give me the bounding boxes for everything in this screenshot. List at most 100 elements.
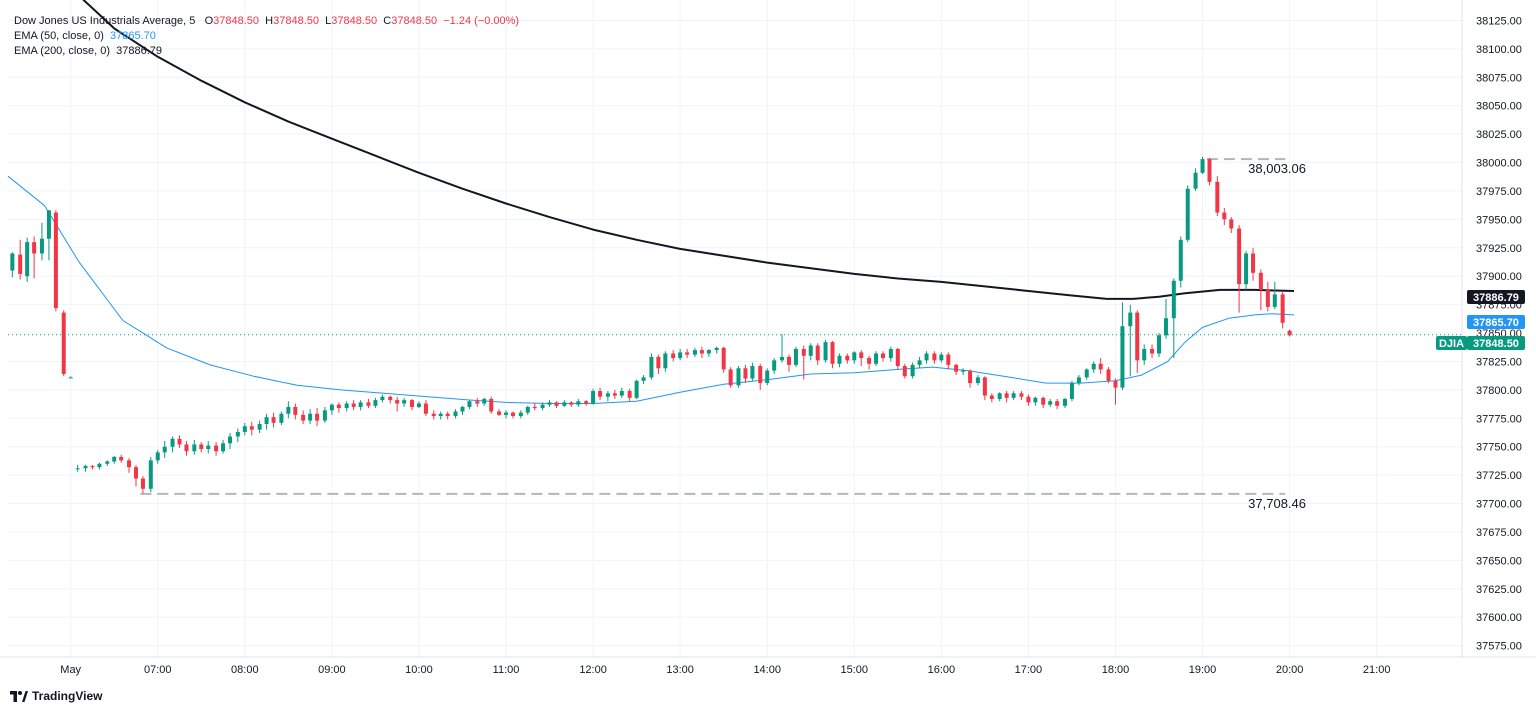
candle	[497, 409, 502, 417]
x-tick-label: 07:00	[144, 664, 172, 676]
candle	[692, 347, 697, 357]
candle	[1229, 217, 1234, 234]
candle-body	[1207, 159, 1212, 182]
candle	[395, 396, 400, 412]
candle	[242, 422, 247, 436]
candle-body	[460, 406, 465, 412]
y-tick-label: 37700.00	[1476, 499, 1522, 511]
candle	[482, 397, 487, 406]
candle-body	[997, 393, 1002, 399]
price-tag-bg	[1467, 290, 1525, 304]
candle	[1287, 329, 1292, 337]
candle	[221, 439, 226, 454]
candle	[1207, 157, 1212, 186]
candle	[1106, 367, 1111, 384]
candle-body	[830, 342, 835, 364]
legend-open-value: 37848.50	[213, 15, 260, 27]
candle	[989, 393, 994, 403]
candle	[1026, 394, 1031, 406]
y-tick-label: 37825.00	[1476, 356, 1522, 368]
candle	[780, 334, 785, 363]
candle-body	[1222, 212, 1227, 220]
candle	[25, 237, 30, 282]
candle-body	[301, 414, 306, 421]
candle	[1178, 236, 1183, 288]
y-tick-label: 37650.00	[1476, 555, 1522, 567]
candle	[1004, 391, 1009, 403]
candle	[932, 351, 937, 364]
candle	[895, 347, 900, 370]
candle	[1185, 185, 1190, 243]
candle	[279, 411, 284, 426]
candle	[293, 403, 298, 420]
y-tick-label: 38075.00	[1476, 72, 1522, 84]
candle	[765, 368, 770, 386]
candle	[184, 441, 189, 456]
candle-body	[547, 402, 552, 405]
tradingview-wordmark: TradingView	[32, 689, 103, 703]
candle	[18, 239, 23, 280]
y-tick-label: 37775.00	[1476, 413, 1522, 425]
candle-body	[678, 352, 683, 359]
candle-body	[90, 466, 95, 468]
candle-body	[1026, 396, 1031, 403]
candle-body	[692, 350, 697, 355]
candle-body	[112, 456, 117, 462]
candle	[946, 352, 951, 370]
candle-body	[475, 401, 480, 404]
candle-body	[852, 352, 857, 361]
candle-body	[605, 393, 610, 397]
candle-body	[18, 254, 23, 274]
candle-body	[946, 354, 951, 365]
candle	[562, 400, 567, 407]
legend-ema200-row[interactable]: EMA (200, close, 0) 37886.79	[14, 44, 519, 59]
candle-body	[97, 463, 102, 468]
candle-body	[1048, 401, 1053, 405]
candle	[366, 398, 371, 409]
candle	[206, 441, 211, 454]
x-tick-label: 10:00	[405, 664, 433, 676]
legend-ema50-row[interactable]: EMA (50, close, 0) 37865.70	[14, 29, 519, 44]
candle	[612, 389, 617, 399]
candle	[438, 411, 443, 420]
y-tick-label: 37725.00	[1476, 470, 1522, 482]
candle-body	[249, 426, 254, 430]
candle-body	[504, 412, 509, 415]
candle	[1280, 290, 1285, 329]
candle-body	[279, 413, 284, 423]
legend-o-label: O	[204, 15, 214, 27]
candle-body	[1215, 181, 1220, 213]
candle	[155, 450, 160, 464]
candle-body	[148, 460, 153, 489]
candle	[39, 222, 44, 261]
candle-body	[184, 444, 189, 452]
candle-body	[765, 370, 770, 384]
x-tick-label: 17:00	[1015, 664, 1043, 676]
candle-body	[119, 456, 124, 461]
legend-close-value: 37848.50	[391, 15, 438, 27]
candle-body	[416, 403, 421, 407]
y-tick-label: 37575.00	[1476, 641, 1522, 653]
candle-body	[445, 413, 450, 417]
candle-body	[612, 393, 617, 396]
x-tick-label: 11:00	[493, 664, 520, 676]
candle	[961, 368, 966, 376]
candle	[532, 403, 537, 411]
price-tag-symbol: DJIA	[1439, 338, 1464, 350]
legend-ema50-value: 37865.70	[110, 30, 156, 42]
candle-body	[1280, 294, 1285, 323]
candle-body	[315, 413, 320, 421]
candle	[525, 405, 530, 415]
x-tick-label: 21:00	[1363, 664, 1391, 676]
candle	[881, 351, 886, 362]
candle	[10, 252, 15, 278]
candle-body	[721, 347, 726, 370]
price-tag-bg	[1467, 315, 1525, 329]
candle	[815, 343, 820, 365]
candle-body	[192, 444, 197, 452]
candle-body	[1076, 377, 1081, 384]
candle-body	[1185, 188, 1190, 240]
tradingview-brand[interactable]: TradingView	[10, 689, 102, 703]
